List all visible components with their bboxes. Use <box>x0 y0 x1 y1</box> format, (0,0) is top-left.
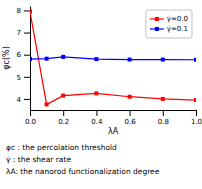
x-axis-tick: 0.0 <box>25 110 36 126</box>
series-marker <box>161 58 165 62</box>
y-axis-tick-label: 7 <box>17 29 21 37</box>
annotation: γ̇ : the shear rate <box>6 155 71 164</box>
y-axis-tick-mark <box>24 77 30 78</box>
y-axis-tick-label: 4 <box>17 96 22 104</box>
x-axis-tick-label: 0.0 <box>25 118 36 126</box>
x-axis-tick-mark <box>196 110 197 116</box>
x-axis-tick: 0.8 <box>158 110 169 126</box>
legend-label: γ̇=0.0 <box>167 15 188 23</box>
x-axis-tick-mark <box>96 110 97 116</box>
y-axis-tick: 7 <box>17 29 30 37</box>
y-axis-tick-label: 6 <box>17 51 22 59</box>
x-axis-tick-label: 0.2 <box>58 118 69 126</box>
series-line <box>30 12 196 105</box>
marks <box>30 10 196 107</box>
series-marker <box>45 57 49 61</box>
y-axis-tick: 8 <box>17 7 30 15</box>
x-axis-tick: 0.2 <box>58 110 69 126</box>
x-axis-line <box>31 110 197 111</box>
x-axis-tick-label: 1.0 <box>191 118 202 126</box>
x-axis-title: λA <box>108 127 119 136</box>
x-axis: 0.0 0.2 0.4 0.6 0.8 1.0 <box>25 110 202 126</box>
y-axis-tick-mark <box>24 55 30 56</box>
y-axis-tick-mark <box>24 10 30 11</box>
y-axis-tick-mark <box>24 33 30 34</box>
series-marker <box>30 57 32 61</box>
x-axis-tick-mark <box>130 110 131 116</box>
legend-frame <box>146 10 192 38</box>
series-marker <box>161 97 165 101</box>
x-axis-tick: 0.4 <box>91 110 103 126</box>
x-axis-tick-label: 0.4 <box>91 118 103 126</box>
y-axis-tick: 5 <box>17 74 30 82</box>
x-axis-tick-label: 0.6 <box>125 118 137 126</box>
plot-root: 0.0 0.2 0.4 0.6 0.8 1.0 4 5 6 7 8 λA γ̇=0.0 γ̇=0.1 <box>17 7 202 137</box>
series-marker <box>30 10 32 14</box>
y-axis-tick-mark <box>24 99 30 100</box>
series-marker <box>61 94 65 98</box>
x-axis-tick-mark <box>63 110 64 116</box>
y-axis-tick: 4 <box>17 96 30 104</box>
chart: 0.0 0.2 0.4 0.6 0.8 1.0 4 5 6 7 8 λA γ̇=0.0 γ̇=0.1 φc(… <box>0 0 202 189</box>
y-axis: 4 5 6 7 8 <box>17 7 31 111</box>
x-axis-tick-label: 0.8 <box>158 118 169 126</box>
x-axis-tick: 1.0 <box>191 110 202 126</box>
annotation: φc : the percolation threshold <box>6 143 117 152</box>
x-axis-tick: 0.6 <box>125 110 137 126</box>
series-marker <box>128 58 132 62</box>
series-marker <box>128 95 132 99</box>
x-axis-tick-mark <box>30 110 31 116</box>
series-line <box>30 57 196 60</box>
legend-marker <box>155 17 159 21</box>
legend-label: γ̇=0.1 <box>167 25 188 33</box>
y-axis-tick-label: 5 <box>17 74 21 82</box>
series-marker <box>194 58 196 62</box>
legend-item: γ̇=0.1 <box>150 25 188 33</box>
series-marker <box>194 98 196 102</box>
legend: γ̇=0.0 γ̇=0.1 <box>146 10 192 38</box>
annotation: λA: the nanorod functionalization degree <box>6 167 160 176</box>
y-axis-title: φc(%) <box>2 46 11 70</box>
legend-item: γ̇=0.0 <box>150 15 188 23</box>
series-marker <box>45 102 49 106</box>
y-axis-tick-label: 8 <box>17 7 21 15</box>
legend-marker <box>155 27 159 31</box>
series-marker <box>61 55 65 59</box>
series-marker <box>94 57 98 61</box>
x-axis-tick-mark <box>163 110 164 116</box>
series-marker <box>94 91 98 95</box>
y-axis-tick: 6 <box>17 51 30 59</box>
